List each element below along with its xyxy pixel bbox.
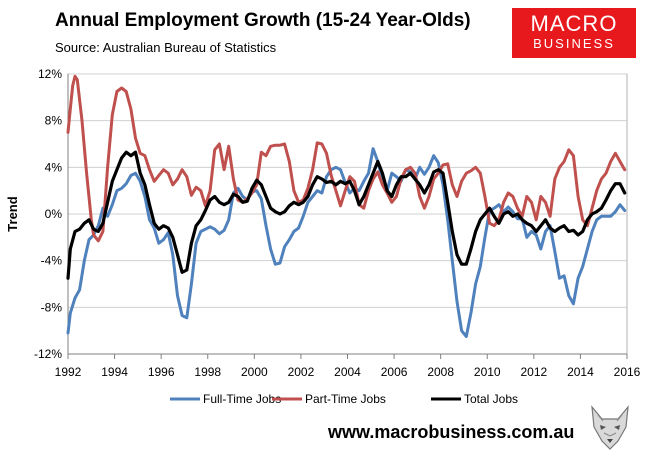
- x-tick-label: 1998: [194, 365, 221, 379]
- fox-mascot-icon: [591, 405, 629, 450]
- legend-label-total-jobs: Total Jobs: [464, 392, 518, 406]
- series-line-total-jobs: [66, 150, 627, 280]
- x-tick-label: 2014: [567, 365, 594, 379]
- x-tick-label: 1992: [55, 365, 82, 379]
- logo-line-2: BUSINESS: [533, 36, 615, 51]
- y-tick-label: 4%: [45, 160, 63, 174]
- y-axis-label: Trend: [5, 196, 20, 231]
- x-tick-label: 2008: [427, 365, 454, 379]
- y-tick-label: 8%: [45, 114, 63, 128]
- x-tick-label: 1996: [148, 365, 175, 379]
- x-tick-label: 2000: [241, 365, 268, 379]
- chart-title: Annual Employment Growth (15-24 Year-Old…: [55, 10, 471, 31]
- logo-line-1: MACRO: [530, 11, 618, 36]
- x-tick-label: 1994: [101, 365, 128, 379]
- x-tick-label: 2012: [520, 365, 547, 379]
- x-tick-label: 2006: [381, 365, 408, 379]
- x-tick-label: 2004: [334, 365, 361, 379]
- y-tick-label: 12%: [38, 67, 62, 81]
- x-tick-label: 2002: [288, 365, 315, 379]
- y-tick-label: -4%: [41, 254, 63, 268]
- site-url[interactable]: www.macrobusiness.com.au: [328, 422, 575, 442]
- y-tick-label: 0%: [45, 207, 63, 221]
- x-tick-label: 2016: [614, 365, 641, 379]
- legend-label-part-time-jobs: Part-Time Jobs: [305, 392, 386, 406]
- chart-subtitle: Source: Australian Bureau of Statistics: [55, 40, 277, 55]
- y-tick-label: -12%: [34, 347, 62, 361]
- x-tick-label: 2010: [474, 365, 501, 379]
- macrobusiness-logo[interactable]: MACRO BUSINESS: [512, 8, 636, 58]
- y-tick-label: -8%: [41, 300, 63, 314]
- series-line-part-time-jobs: [66, 74, 627, 243]
- legend-label-full-time-jobs: Full-Time Jobs: [203, 392, 281, 406]
